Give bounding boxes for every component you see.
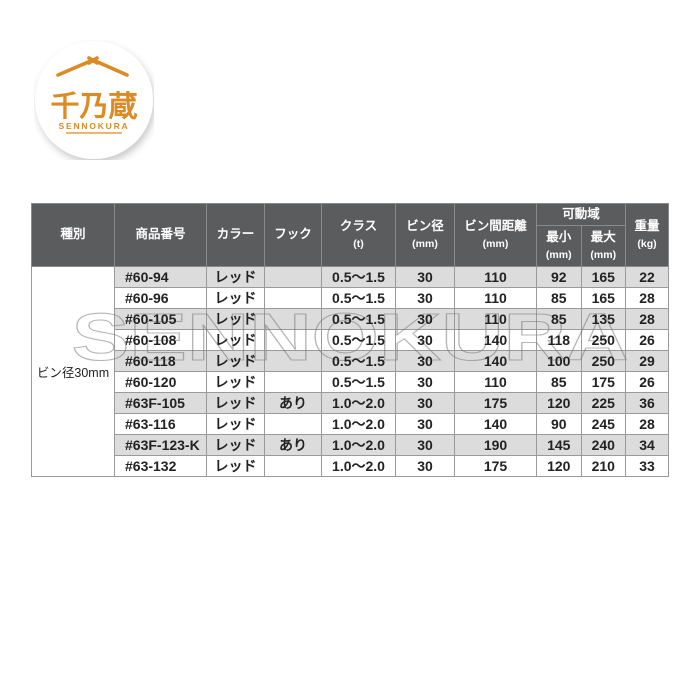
svg-text:SENNOKURA: SENNOKURA (59, 121, 130, 131)
svg-text:千乃蔵: 千乃蔵 (50, 90, 137, 123)
